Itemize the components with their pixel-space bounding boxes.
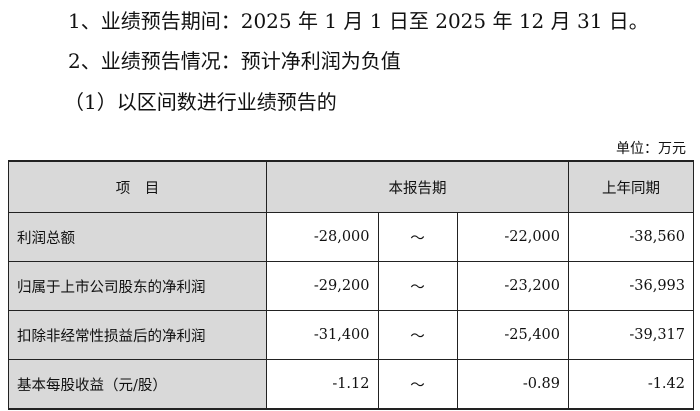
header-current-period: 本报告期: [266, 160, 569, 213]
table-row: 利润总额 -28,000 ～ -22,000 -38,560: [8, 212, 694, 262]
prior-value: -39,317: [568, 310, 694, 360]
row-label: 利润总额: [8, 212, 267, 262]
range-low: -31,400: [266, 310, 379, 360]
header-prior-period: 上年同期: [568, 160, 694, 213]
unit-label: 单位：万元: [616, 141, 686, 157]
row-label: 扣除非经常性损益后的净利润: [8, 310, 267, 360]
range-separator: ～: [377, 359, 458, 410]
table-row: 归属于上市公司股东的净利润 -29,200 ～ -23,200 -36,993: [8, 261, 694, 311]
range-high: -0.89: [456, 359, 569, 410]
forecast-period: 1、业绩预告期间：2025 年 1 月 1 日至 2025 年 12 月 31 …: [68, 9, 649, 33]
range-high: -22,000: [456, 212, 569, 262]
range-separator: ～: [377, 212, 458, 262]
table-header: 项 目 本报告期 上年同期: [8, 160, 694, 213]
range-high: -25,400: [456, 310, 569, 360]
header-item: 项 目: [8, 160, 267, 213]
range-separator: ～: [377, 261, 458, 311]
row-label: 归属于上市公司股东的净利润: [8, 261, 267, 311]
prior-value: -36,993: [568, 261, 694, 311]
table-row: 基本每股收益（元/股） -1.12 ～ -0.89 -1.42: [8, 359, 694, 410]
range-low: -28,000: [266, 212, 379, 262]
range-low: -29,200: [266, 261, 379, 311]
range-high: -23,200: [456, 261, 569, 311]
forecast-situation: 2、业绩预告情况：预计净利润为负值: [68, 49, 401, 73]
range-separator: ～: [377, 310, 458, 360]
row-label: 基本每股收益（元/股）: [8, 359, 267, 410]
table-row: 扣除非经常性损益后的净利润 -31,400 ～ -25,400 -39,317: [8, 310, 694, 360]
prior-value: -38,560: [568, 212, 694, 262]
prior-value: -1.42: [568, 359, 694, 410]
forecast-table: 项 目 本报告期 上年同期 利润总额 -28,000 ～ -22,000 -38…: [8, 160, 694, 410]
range-low: -1.12: [266, 359, 379, 410]
range-forecast-heading: （1）以区间数进行业绩预告的: [64, 90, 337, 114]
